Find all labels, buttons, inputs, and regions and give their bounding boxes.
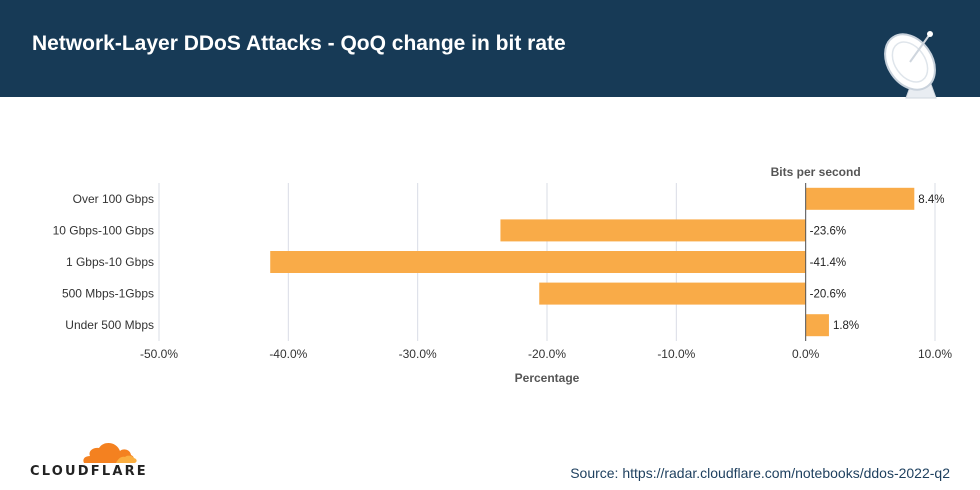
x-tick-label: -10.0% [657,347,695,361]
category-label: 10 Gbps-100 Gbps [53,223,154,237]
category-label: Under 500 Mbps [65,318,154,332]
data-label: 8.4% [918,194,944,206]
x-tick-label: -30.0% [399,347,437,361]
x-tick-label: 0.0% [792,347,820,361]
cloud-icon [83,442,137,463]
bar-chart: Bits per second Over 100 Gbps 8.4% 10 Gbps-… [53,165,953,385]
chart-title: Bits per second [771,165,861,179]
x-tick-label: 10.0% [918,347,952,361]
data-label: -23.6% [810,225,846,237]
x-tick-label: -20.0% [528,347,566,361]
data-label: -41.4% [810,257,846,269]
data-label: -20.6% [810,289,846,301]
header-banner: Network-Layer DDoS Attacks - QoQ change … [0,0,980,99]
satellite-dish-icon [884,31,937,99]
x-axis-label: Percentage [515,371,580,385]
data-label: 1.8% [833,320,859,332]
page-title: Network-Layer DDoS Attacks - QoQ change … [32,32,566,55]
category-label: 500 Mbps-1Gbps [62,287,154,301]
brand-name: CLOUDFLARE [30,464,148,479]
bar [539,282,806,305]
cloudflare-logo: CLOUDFLARE [30,438,146,482]
bar [500,219,806,242]
bar [805,314,829,337]
category-label: Over 100 Gbps [73,192,154,206]
category-label: 1 Gbps-10 Gbps [66,255,154,269]
source-link[interactable]: Source: https://radar.cloudflare.com/not… [570,465,950,481]
bar [805,187,915,210]
x-tick-label: -50.0% [140,347,178,361]
bar [270,251,806,273]
x-tick-label: -40.0% [269,347,307,361]
